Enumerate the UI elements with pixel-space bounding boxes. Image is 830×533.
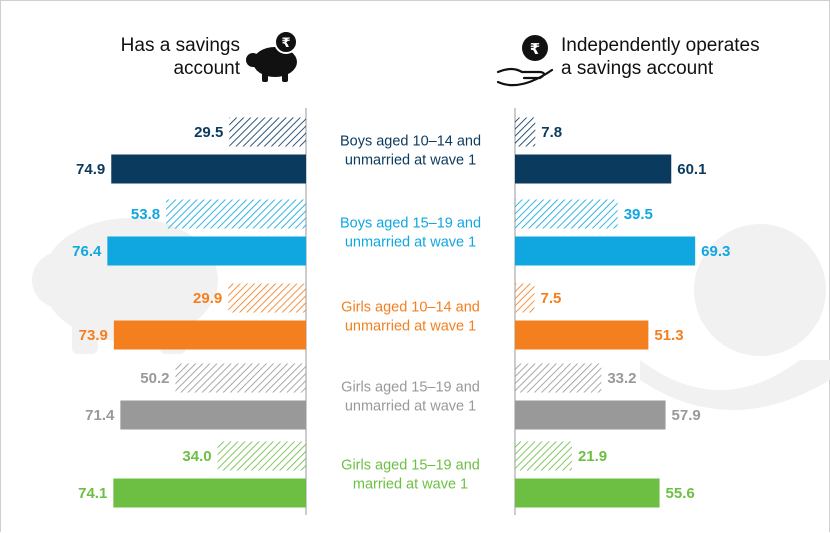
right-hatched-bar-0 [515, 117, 536, 147]
right-title-line-2: a savings account [561, 58, 714, 79]
right-title-line-1: Independently operates [561, 35, 760, 56]
category-label-2-line-1: unmarried at wave 1 [345, 319, 476, 335]
chart-marks: 29.5 7.8 74.9 60.1 Boys aged 10–14 and unmarr… [72, 117, 730, 508]
right-hatched-bar-3 [515, 363, 602, 393]
svg-text:₹: ₹ [281, 36, 290, 51]
left-solid-bar-2 [113, 320, 306, 350]
hand-holding-rupee-coin-icon: ₹ [496, 35, 554, 87]
right-solid-bar-2 [515, 320, 649, 350]
right-hatched-value-1: 39.5 [624, 206, 653, 223]
right-solid-value-1: 69.3 [701, 243, 730, 260]
left-panel-title: Has a savings account [60, 34, 240, 80]
left-solid-bar-0 [111, 154, 306, 184]
right-solid-bar-0 [515, 154, 672, 184]
left-hatched-bar-3 [175, 363, 306, 393]
left-hatched-value-0: 29.5 [194, 124, 223, 141]
right-hatched-bar-1 [515, 199, 618, 229]
right-hatched-bar-4 [515, 441, 572, 471]
right-hatched-value-4: 21.9 [578, 448, 607, 465]
category-label-0-line-1: unmarried at wave 1 [345, 153, 476, 169]
left-hatched-bar-2 [228, 283, 306, 313]
right-solid-bar-4 [515, 478, 660, 508]
left-hatched-value-4: 34.0 [182, 448, 211, 465]
left-hatched-value-2: 29.9 [193, 290, 222, 307]
hand-coin-watermark [640, 224, 830, 410]
right-solid-bar-1 [515, 236, 696, 266]
svg-text:₹: ₹ [530, 40, 540, 58]
right-solid-value-3: 57.9 [672, 407, 701, 424]
left-hatched-bar-1 [166, 199, 306, 229]
right-panel-title: Independently operates a savings account [561, 34, 821, 80]
left-title-line-1: Has a savings [120, 35, 240, 56]
right-hatched-bar-2 [515, 283, 535, 313]
left-solid-value-0: 74.9 [76, 161, 105, 178]
category-label-0-line-0: Boys aged 10–14 and [340, 134, 481, 150]
category-label-3-line-0: Girls aged 15–19 and [341, 380, 480, 396]
right-hatched-value-3: 33.2 [607, 370, 636, 387]
left-solid-value-3: 71.4 [85, 407, 115, 424]
category-label-1-line-0: Boys aged 15–19 and [340, 216, 481, 232]
piggy-bank-rupee-icon: ₹ [246, 30, 298, 82]
right-solid-value-0: 60.1 [677, 161, 706, 178]
left-solid-bar-4 [113, 478, 306, 508]
category-label-4-line-0: Girls aged 15–19 and [341, 458, 480, 474]
right-solid-value-2: 51.3 [654, 327, 683, 344]
category-label-4-line-1: married at wave 1 [353, 477, 468, 493]
left-solid-value-4: 74.1 [78, 485, 107, 502]
left-hatched-value-3: 50.2 [140, 370, 169, 387]
category-label-1-line-1: unmarried at wave 1 [345, 235, 476, 251]
right-hatched-value-2: 7.5 [541, 290, 562, 307]
left-solid-bar-3 [120, 400, 306, 430]
left-hatched-bar-4 [217, 441, 306, 471]
left-solid-value-1: 76.4 [72, 243, 102, 260]
left-hatched-value-1: 53.8 [131, 206, 160, 223]
category-label-2-line-0: Girls aged 10–14 and [341, 300, 480, 316]
left-hatched-bar-0 [229, 117, 306, 147]
category-label-3-line-1: unmarried at wave 1 [345, 399, 476, 415]
right-solid-value-4: 55.6 [666, 485, 695, 502]
right-hatched-value-0: 7.8 [541, 124, 562, 141]
left-solid-bar-1 [107, 236, 306, 266]
left-title-line-2: account [173, 58, 240, 79]
right-solid-bar-3 [515, 400, 666, 430]
left-solid-value-2: 73.9 [79, 327, 108, 344]
